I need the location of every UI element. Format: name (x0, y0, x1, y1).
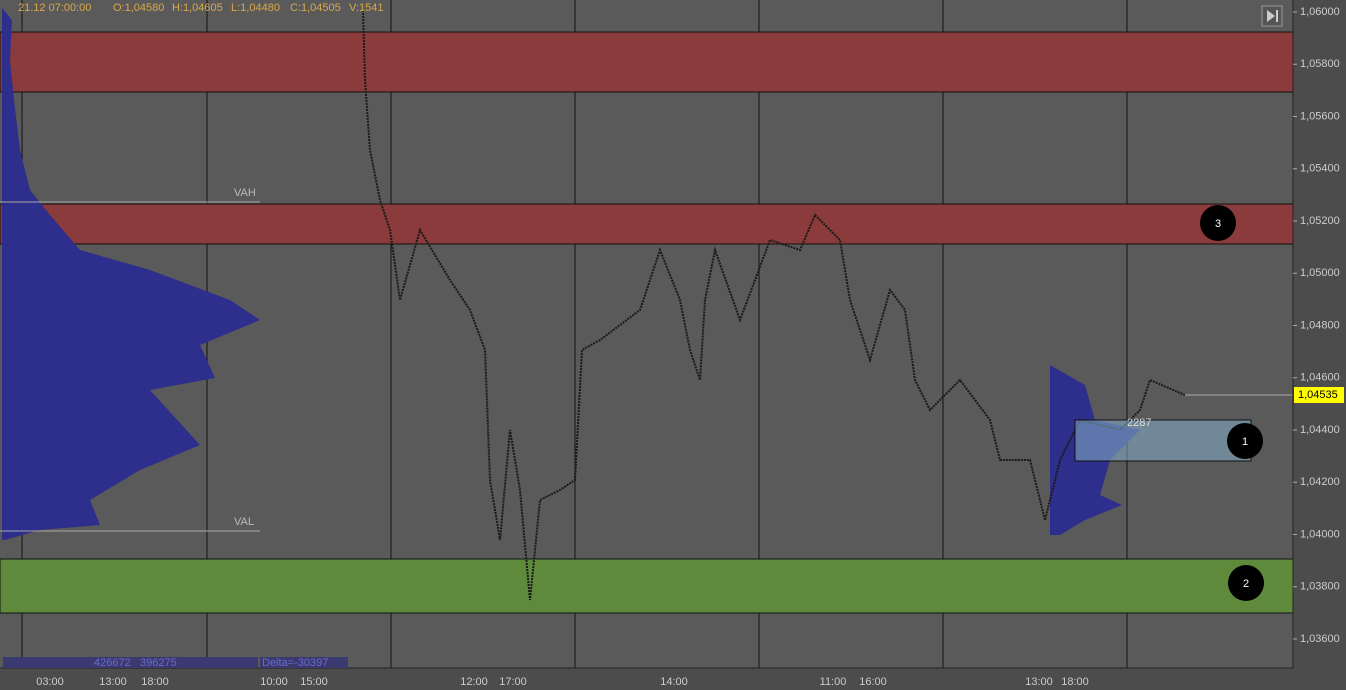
header-close: C:1,04505 (290, 2, 341, 14)
volume-bar (3, 657, 258, 668)
price-label: 1,04600 (1300, 372, 1340, 384)
zone-marker (1200, 205, 1236, 241)
price-label: 1,05600 (1300, 110, 1340, 122)
time-label: 13:00 (1025, 676, 1053, 688)
header-volume: V:1541 (349, 2, 383, 14)
delta: Delta=-30397 (262, 657, 328, 669)
zone-marker (1227, 423, 1263, 459)
time-label: 10:00 (260, 676, 288, 688)
price-label: 1,06000 (1300, 6, 1340, 18)
time-label: 13:00 (99, 676, 127, 688)
zone-number: 1 (1242, 436, 1248, 448)
current-price: 1,04535 (1298, 389, 1338, 401)
time-label: 16:00 (859, 676, 887, 688)
price-ticks (362, 9, 1186, 601)
vah-label: VAH (234, 187, 256, 199)
time-label: 18:00 (141, 676, 169, 688)
time-label: 12:00 (460, 676, 488, 688)
time-label: 15:00 (300, 676, 328, 688)
delta-bar (260, 657, 348, 668)
annotation: 2287 (1127, 417, 1151, 429)
val-label: VAL (234, 516, 254, 528)
time-label: 18:00 (1061, 676, 1089, 688)
button-icon (1267, 10, 1278, 22)
zone-number: 2 (1243, 578, 1249, 590)
time-label: 17:00 (499, 676, 527, 688)
price-label: 1,04800 (1300, 319, 1340, 331)
sell-volume: 396275 (140, 657, 177, 669)
vertical-grid (21, 0, 1128, 668)
header-high: H:1,04605 (172, 2, 223, 14)
header-open: O:1,04580 (113, 2, 164, 14)
header-low: L:1,04480 (231, 2, 280, 14)
price-label: 1,04400 (1300, 424, 1340, 436)
price-label: 1,05200 (1300, 215, 1340, 227)
price-label: 1,03600 (1300, 633, 1340, 645)
resistance-zone (0, 203, 1294, 245)
support-zone (0, 558, 1294, 614)
buy-volume: 426672 (94, 657, 131, 669)
zone-number: 3 (1215, 218, 1221, 230)
resistance-zone (0, 31, 1294, 93)
time-label: 03:00 (36, 676, 64, 688)
price-label: 1,04000 (1300, 528, 1340, 540)
zone-marker (1228, 565, 1264, 601)
price-label: 1,05400 (1300, 163, 1340, 175)
time-label: 14:00 (660, 676, 688, 688)
volume-profile (2, 8, 260, 540)
header-date: 21.12 07:00:00 (18, 2, 91, 14)
price-label: 1,04200 (1300, 476, 1340, 488)
price-label: 1,05000 (1300, 267, 1340, 279)
time-label: 11:00 (820, 676, 847, 688)
price-label: 1,05800 (1300, 58, 1340, 70)
current-price-box (1294, 387, 1344, 403)
zone-box (1074, 419, 1252, 462)
price-label: 1,03800 (1300, 581, 1340, 593)
